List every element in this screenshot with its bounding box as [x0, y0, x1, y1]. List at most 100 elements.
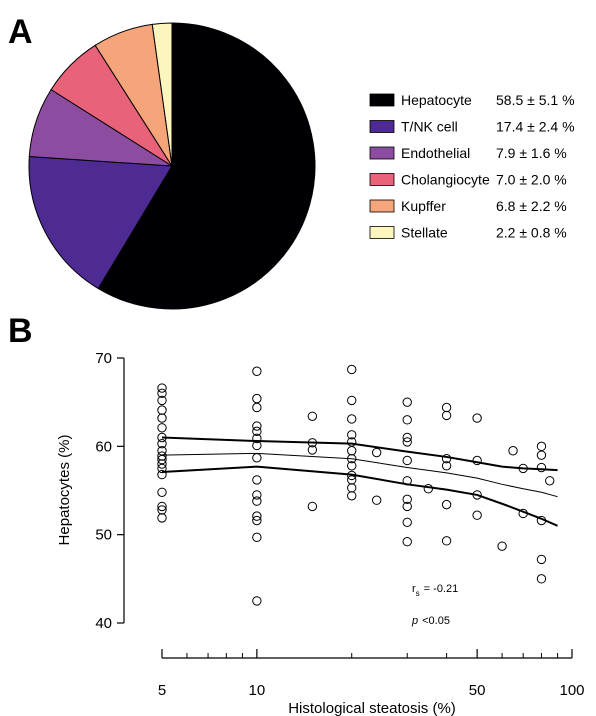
legend-swatch-hepatocyte	[369, 93, 395, 107]
scatter-point	[472, 490, 482, 500]
scatter-point	[347, 491, 357, 501]
scatter-point	[402, 455, 412, 466]
x-tick-label: 50	[469, 682, 486, 699]
legend-label-hepatocyte: Hepatocyte	[401, 92, 472, 108]
scatter-point	[441, 402, 452, 413]
scatter-point	[402, 397, 412, 407]
scatter-point	[252, 402, 262, 413]
scatter-point	[402, 415, 412, 425]
scatter-point	[402, 501, 412, 512]
legend-swatch-t-nk-cell	[369, 120, 395, 133]
scatter-point	[441, 410, 452, 421]
pie-legend: Hepatocyte 58.5 ± 5.1 % T/NK cell 17.4 ± 2.…	[369, 92, 575, 241]
scatter-point	[157, 438, 167, 449]
p-value: <0.05	[422, 615, 450, 627]
scatter-point	[518, 508, 528, 519]
scatter-point	[508, 446, 518, 456]
fit-mean-line	[161, 452, 558, 498]
legend-label-kupffer: Kupffer	[401, 198, 446, 214]
scatter-point	[497, 541, 507, 551]
scatter-point	[371, 495, 382, 505]
scatter-point	[347, 470, 357, 481]
legend-value-hepatocyte: 58.5 ± 5.1 %	[496, 92, 575, 108]
scatter-point	[347, 430, 357, 440]
r-value: = -0.21	[424, 583, 459, 595]
fit-lower-ci	[161, 465, 558, 527]
legend-swatch-stellate	[369, 226, 395, 239]
scatter-point	[252, 366, 262, 376]
p-annotation: p <0.05	[411, 615, 450, 627]
scatter-point	[441, 454, 452, 464]
scatter-point	[252, 426, 262, 437]
p-label: p	[411, 615, 418, 627]
scatter-point	[252, 490, 262, 500]
legend-value-endothelial: 7.9 ± 1.6 %	[496, 145, 567, 161]
scatter-point	[518, 463, 528, 474]
fit-upper-ci	[161, 436, 558, 472]
y-tick-label: 60	[95, 438, 112, 455]
scatter-point	[402, 432, 412, 443]
y-tick-label: 40	[95, 615, 112, 632]
scatter-axes: 40 50 60 70 5 10 50 100	[95, 350, 584, 699]
legend-swatch-kupffer	[369, 199, 395, 213]
y-axis-title: Hepatocytes (%)	[56, 435, 73, 546]
scatter-point	[441, 499, 452, 510]
scatter-point	[402, 476, 412, 486]
scatter-point	[441, 461, 452, 471]
scatter-points	[157, 364, 555, 606]
scatter-point	[536, 574, 547, 584]
scatter-point	[371, 447, 382, 458]
legend-label-endothelial: Endothelial	[401, 145, 470, 161]
scatter-point	[157, 487, 167, 497]
scatter-point	[252, 511, 262, 521]
scatter-point	[157, 432, 167, 443]
legend-swatch-cholangiocyte	[369, 173, 395, 186]
legend-swatch-endothelial	[369, 146, 395, 160]
scatter-point	[472, 455, 482, 466]
r-label: r	[412, 583, 416, 595]
scatter-point	[252, 433, 262, 444]
scatter-point	[536, 441, 547, 452]
scatter-point	[402, 537, 412, 547]
pie-slice-hepatocyte	[97, 22, 316, 310]
panel-a-label: A	[8, 13, 33, 51]
scatter-point	[252, 532, 262, 543]
scatter-point	[536, 554, 547, 565]
y-tick-label: 50	[95, 527, 112, 544]
scatter-point	[347, 483, 357, 493]
x-tick-label: 100	[559, 682, 584, 699]
scatter-point	[472, 413, 482, 423]
legend-label-stellate: Stellate	[401, 225, 448, 241]
scatter-point	[157, 405, 167, 415]
scatter-point	[252, 596, 262, 606]
scatter-point	[347, 454, 357, 464]
scatter-point	[307, 438, 318, 448]
scatter-chart: 40 50 60 70 5 10 50 100 Histological steatosis …	[56, 350, 585, 716]
scatter-point	[157, 513, 167, 523]
scatter-point	[252, 515, 262, 526]
legend-label-t-nk-cell: T/NK cell	[401, 119, 458, 135]
panel-b-label: B	[8, 312, 33, 350]
scatter-point	[423, 484, 434, 494]
scatter-point	[157, 463, 167, 474]
legend-value-kupffer: 6.8 ± 2.2 %	[496, 198, 567, 214]
pie-chart	[28, 22, 316, 310]
scatter-point	[157, 423, 167, 433]
legend-value-stellate: 2.2 ± 0.8 %	[496, 225, 567, 241]
r-subscript: s	[416, 589, 420, 598]
scatter-point	[252, 421, 262, 431]
scatter-point	[157, 501, 167, 512]
legend-label-cholangiocyte: Cholangiocyte	[401, 172, 490, 188]
y-tick-label: 70	[95, 350, 112, 367]
scatter-point	[157, 459, 167, 469]
regression-fit	[161, 436, 558, 527]
scatter-point	[441, 536, 452, 546]
x-tick-label: 5	[158, 682, 166, 699]
scatter-point	[347, 395, 357, 406]
scatter-point	[252, 475, 262, 485]
scatter-point	[347, 446, 357, 456]
correlation-annotation: rs = -0.21	[412, 583, 458, 598]
legend-value-cholangiocyte: 7.0 ± 2.0 %	[496, 172, 567, 188]
scatter-point	[252, 440, 262, 451]
scatter-point	[536, 515, 547, 526]
